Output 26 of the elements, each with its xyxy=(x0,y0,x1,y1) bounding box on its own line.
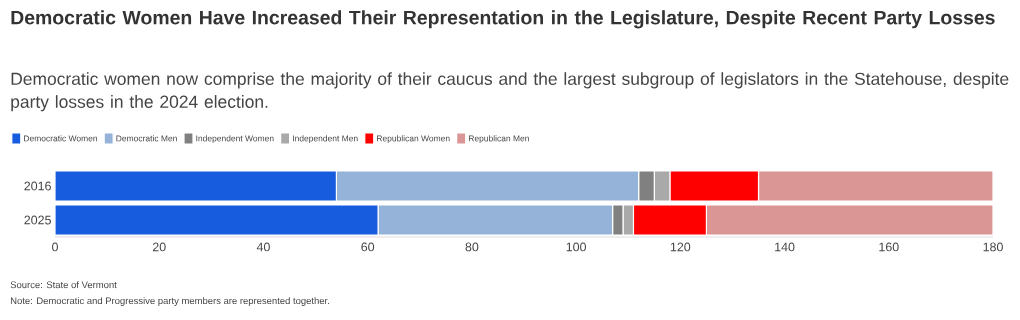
chart-title: Democratic Women Have Increased Their Representation in the Legislature, Despite Recent Party Losses xyxy=(11,10,995,29)
x-tick-label: 60 xyxy=(361,242,375,252)
legend-label: Democratic Men xyxy=(116,135,177,142)
bar xyxy=(55,170,337,202)
x-tick-label: 0 xyxy=(52,242,58,252)
x-tick-label: 20 xyxy=(152,242,166,252)
source-note: Source: State of Vermont xyxy=(10,281,117,289)
y-tick-label: 2016 xyxy=(24,181,51,191)
bar xyxy=(757,170,994,202)
bar xyxy=(705,204,994,236)
x-tick-label: 120 xyxy=(670,242,691,252)
bar xyxy=(55,204,379,236)
y-tick-label: 2025 xyxy=(24,215,51,225)
x-tick-label: 80 xyxy=(465,242,479,252)
legend-label: Independent Men xyxy=(293,135,358,144)
text: Note: Democratic and Progressive party members are represented together. xyxy=(10,297,329,306)
legend-label: Democratic Women xyxy=(24,135,98,142)
x-tick-label: 100 xyxy=(566,242,587,252)
x-tick-label: 40 xyxy=(256,242,270,252)
x-tick-label: 140 xyxy=(775,242,795,252)
x-tick-label: 160 xyxy=(879,242,899,252)
legend-label: Republican Women xyxy=(377,135,450,144)
legend-label: Independent Women xyxy=(196,135,274,144)
legend-label: Republican Men xyxy=(468,135,529,144)
x-tick-label: 180 xyxy=(983,242,1003,252)
chart-subtitle: Democratic women now comprise the majority of their caucus and the largest subgroup of legislators in the Statehouse, despite party losses in the 2024 election. xyxy=(11,72,1009,112)
